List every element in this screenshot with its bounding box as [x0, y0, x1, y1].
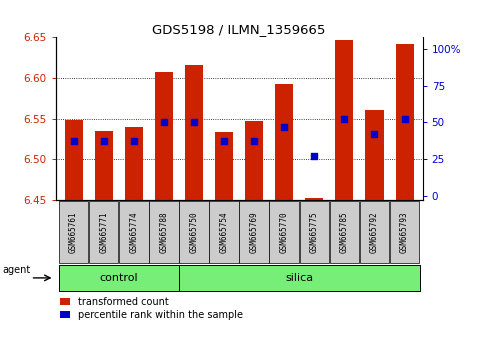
Point [130, 138, 138, 144]
Text: silica: silica [285, 273, 313, 283]
Point [220, 138, 228, 144]
Point [401, 116, 409, 122]
Bar [305, 198, 323, 200]
Bar [179, 265, 420, 291]
Text: GSM665761: GSM665761 [69, 211, 78, 253]
Bar [65, 120, 83, 200]
Text: GSM665792: GSM665792 [370, 211, 379, 253]
Bar [95, 131, 113, 200]
Bar [59, 201, 88, 263]
Text: GSM665769: GSM665769 [250, 211, 258, 253]
Bar [335, 40, 354, 200]
Text: GSM665774: GSM665774 [129, 211, 138, 253]
Text: GSM665788: GSM665788 [159, 211, 169, 253]
Point [250, 138, 258, 144]
Bar [390, 201, 419, 263]
Bar [185, 65, 203, 200]
Point [160, 119, 168, 125]
Bar [155, 72, 173, 200]
Bar [360, 201, 389, 263]
Bar [215, 132, 233, 200]
Bar [275, 84, 293, 200]
Point [100, 138, 108, 144]
Text: agent: agent [3, 265, 31, 275]
Point [280, 124, 288, 130]
Bar [149, 201, 179, 263]
Point [370, 131, 378, 137]
Bar [89, 201, 118, 263]
Text: GSM665770: GSM665770 [280, 211, 289, 253]
Text: GSM665785: GSM665785 [340, 211, 349, 253]
Bar [245, 121, 263, 200]
Bar [58, 265, 179, 291]
Bar [270, 201, 299, 263]
Text: GSM665771: GSM665771 [99, 211, 108, 253]
Bar [366, 110, 384, 200]
Legend: transformed count, percentile rank within the sample: transformed count, percentile rank withi… [60, 297, 243, 320]
Text: GSM665754: GSM665754 [220, 211, 228, 253]
Text: GSM665775: GSM665775 [310, 211, 319, 253]
Bar [299, 201, 329, 263]
Bar [125, 127, 143, 200]
Bar [240, 201, 269, 263]
Point [341, 116, 348, 122]
Bar [330, 201, 359, 263]
Point [311, 153, 318, 159]
Point [70, 138, 77, 144]
Point [190, 119, 198, 125]
Text: control: control [99, 273, 138, 283]
Title: GDS5198 / ILMN_1359665: GDS5198 / ILMN_1359665 [153, 23, 326, 36]
Text: GSM665793: GSM665793 [400, 211, 409, 253]
Text: GSM665750: GSM665750 [189, 211, 199, 253]
Bar [396, 44, 413, 200]
Bar [209, 201, 239, 263]
Bar [179, 201, 209, 263]
Bar [119, 201, 148, 263]
